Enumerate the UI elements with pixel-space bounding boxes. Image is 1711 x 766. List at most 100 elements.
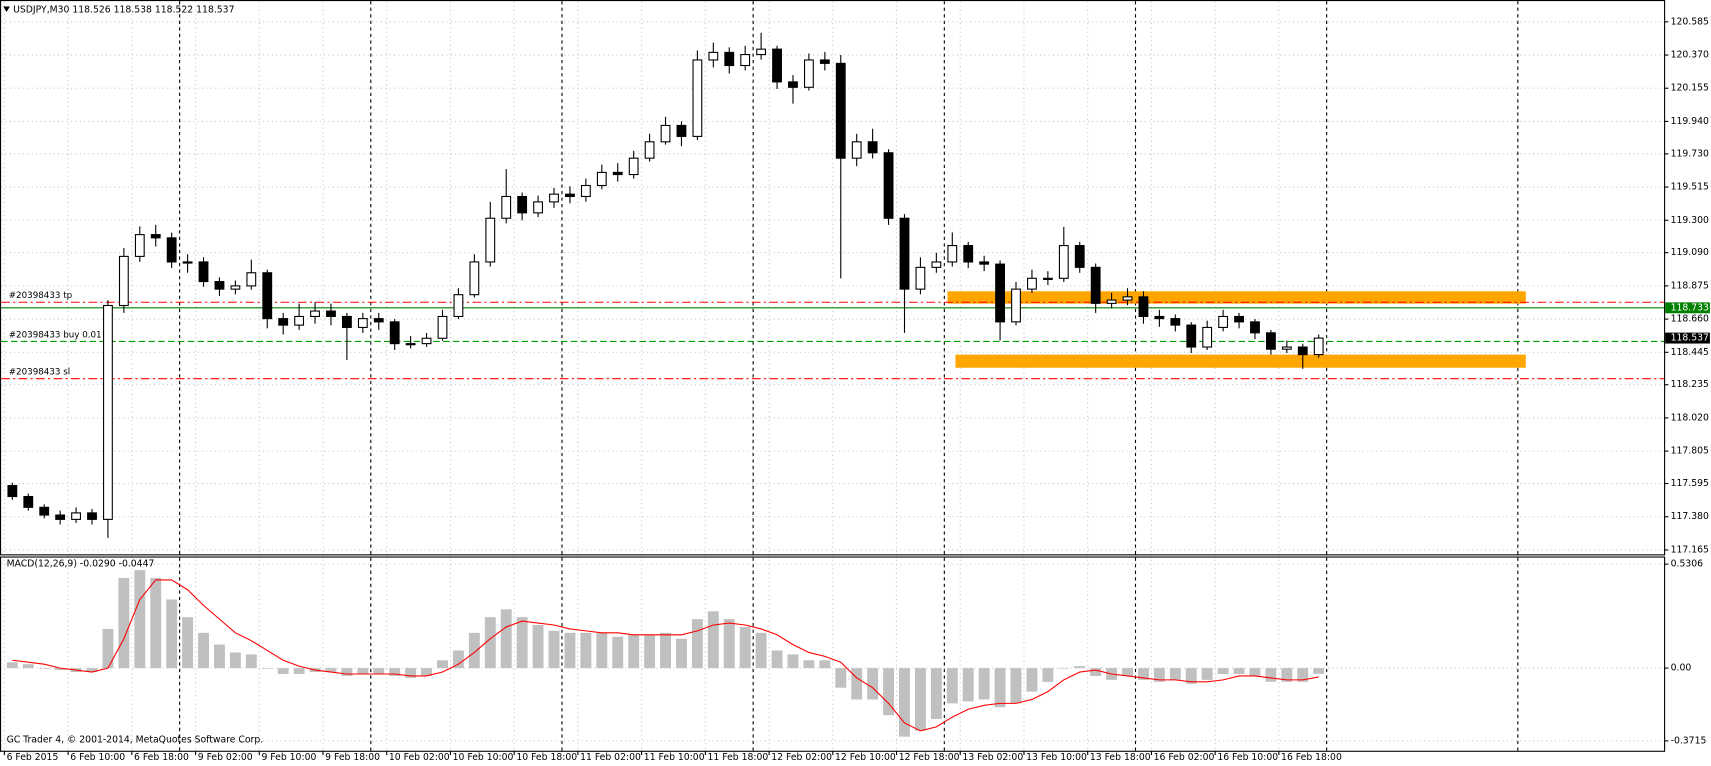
candle-body: [692, 59, 703, 137]
candle-body: [23, 495, 34, 508]
candle-body: [533, 201, 543, 214]
candle-body: [262, 272, 273, 320]
macd-bar: [994, 668, 1006, 708]
macd-bar: [835, 668, 847, 688]
candle-body: [1106, 299, 1117, 304]
candle-body: [803, 59, 814, 88]
candle-body: [214, 281, 225, 290]
macd-bar: [102, 628, 114, 669]
x-tick-label: 11 Feb 02:00: [580, 752, 641, 763]
candle-body: [1074, 245, 1085, 268]
candle-body: [979, 261, 990, 265]
macd-bar: [1138, 668, 1149, 680]
copyright: GC Trader 4, © 2001-2014, MetaQuotes Sof…: [7, 734, 264, 745]
candle-body: [341, 315, 352, 328]
macd-bar: [851, 668, 863, 700]
candle-body: [644, 141, 655, 159]
macd-bar: [867, 668, 879, 700]
candle-body: [389, 321, 400, 345]
order-label: #20398433 buy 0.01: [9, 330, 102, 340]
macd-bar: [134, 570, 146, 669]
candle-body: [596, 171, 607, 187]
macd-bar: [468, 632, 480, 669]
macd-bar: [516, 617, 528, 669]
macd-bar: [325, 668, 337, 673]
y-tick-label: 117.805: [1671, 446, 1709, 457]
candle-body: [405, 343, 416, 346]
candle-body: [947, 245, 958, 263]
candle-body: [1313, 337, 1324, 356]
macd-bar: [707, 611, 719, 669]
macd-bar: [978, 668, 990, 700]
candle-body: [421, 337, 432, 345]
candle-body: [150, 234, 161, 239]
x-tick-label: 13 Feb 10:00: [1026, 752, 1087, 763]
macd-bar: [1169, 668, 1181, 680]
order-label: #20398433 sl: [9, 368, 70, 378]
candle-body: [1170, 318, 1181, 326]
candle-body: [660, 124, 671, 143]
candle-body: [118, 255, 129, 307]
chart-title: USDJPY,M30 118.526 118.538 118.522 118.5…: [13, 4, 234, 15]
macd-bar: [357, 668, 369, 674]
x-tick-label: 10 Feb 18:00: [516, 752, 577, 763]
candle-body: [1027, 277, 1037, 290]
candle-body: [71, 512, 81, 520]
order-label: #20398433 tp: [9, 291, 73, 301]
candle-body: [788, 81, 798, 88]
y-tick-label: 118.020: [1671, 412, 1709, 423]
macd-bar: [1281, 668, 1293, 682]
macd-bar: [198, 632, 209, 669]
macd-bar: [1058, 668, 1070, 669]
x-tick-label: 12 Feb 10:00: [835, 752, 896, 763]
candle-body: [230, 285, 241, 290]
candle-body: [867, 141, 878, 154]
x-tick-label: 16 Feb 18:00: [1281, 752, 1342, 763]
candle-body: [517, 195, 528, 214]
macd-bar: [166, 599, 178, 669]
macd-bar: [118, 577, 130, 669]
x-tick-label: 12 Feb 18:00: [899, 752, 960, 763]
macd-bar: [405, 668, 417, 678]
current-price-label: 118.537: [1671, 333, 1709, 344]
candle-body: [1138, 296, 1149, 318]
macd-bar: [1233, 668, 1245, 674]
candle-body: [485, 217, 496, 263]
macd-bar: [628, 634, 640, 669]
y-tick-label: 117.595: [1671, 478, 1709, 489]
candle-body: [1265, 332, 1276, 350]
candle-body: [963, 245, 974, 263]
level-price-label: 118.733: [1671, 302, 1709, 313]
y-tick-label: 120.155: [1671, 83, 1709, 94]
macd-bar: [6, 662, 18, 669]
macd-bar: [691, 619, 703, 669]
macd-bar: [962, 668, 974, 702]
candle-body: [7, 485, 18, 498]
x-tick-label: 6 Feb 10:00: [70, 752, 125, 763]
candle-body: [182, 261, 193, 264]
candle-body: [1281, 346, 1292, 350]
candle-body: [899, 217, 910, 290]
y-tick-label: 119.515: [1671, 182, 1709, 193]
macd-bar: [1265, 668, 1277, 682]
macd-panel: [0, 556, 1666, 752]
y-tick-label: 119.090: [1671, 247, 1709, 258]
candle-body: [819, 59, 830, 64]
candle-body: [883, 152, 894, 219]
candle-body: [39, 506, 50, 516]
macd-bar: [612, 636, 624, 669]
macd-bar: [803, 660, 815, 669]
macd-bar: [150, 577, 162, 669]
candle-body: [103, 304, 113, 520]
x-tick-label: 13 Feb 02:00: [962, 752, 1023, 763]
candle-body: [565, 193, 575, 198]
candle-body: [134, 234, 145, 257]
candle-body: [1122, 296, 1133, 301]
macd-bar: [293, 668, 305, 674]
menu-triangle: [3, 6, 10, 13]
macd-bar: [452, 650, 464, 669]
x-tick-label: 10 Feb 10:00: [453, 752, 514, 763]
macd-bar: [1249, 668, 1261, 676]
